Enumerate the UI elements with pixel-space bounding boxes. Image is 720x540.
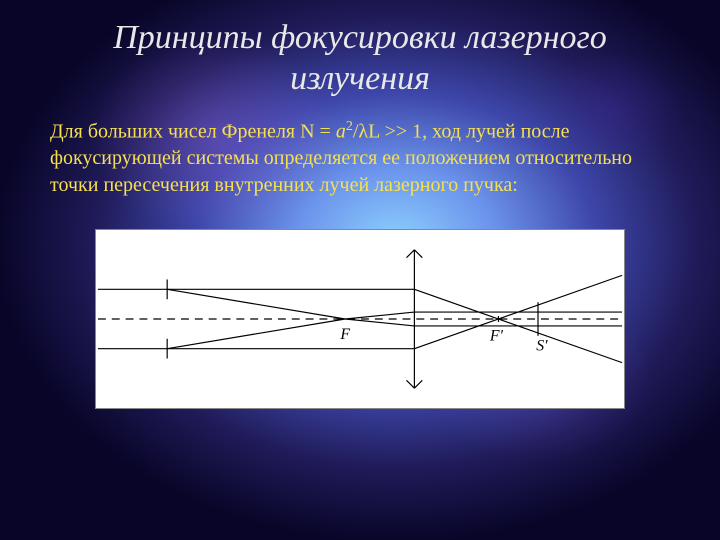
- optics-diagram: F F′ S′: [95, 229, 625, 409]
- body-paragraph: Для больших чисел Френеля N = a2/λL >> 1…: [40, 118, 680, 200]
- paragraph-text-1: Для больших чисел Френеля N =: [50, 120, 336, 142]
- svg-text:F: F: [339, 326, 350, 343]
- svg-text:F′: F′: [489, 328, 504, 345]
- diagram-container: F F′ S′: [40, 229, 680, 409]
- formula-var-a: a: [336, 120, 346, 142]
- slide: Принципы фокусировки лазерного излучения…: [0, 0, 720, 409]
- page-title: Принципы фокусировки лазерного излучения: [40, 18, 680, 100]
- formula-sup: 2: [346, 119, 353, 134]
- svg-text:S′: S′: [536, 338, 548, 355]
- optics-svg: F F′ S′: [96, 230, 624, 408]
